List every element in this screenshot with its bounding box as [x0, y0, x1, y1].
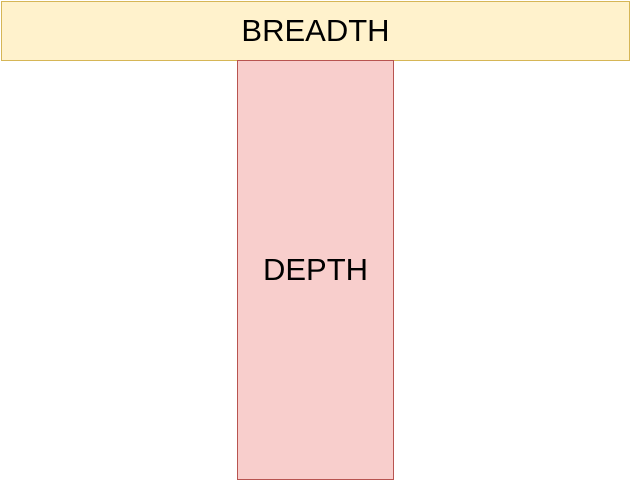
depth-box: DEPTH [237, 60, 394, 480]
depth-label: DEPTH [262, 252, 369, 287]
breadth-box: BREADTH [1, 1, 630, 61]
breadth-label: BREADTH [241, 13, 390, 48]
